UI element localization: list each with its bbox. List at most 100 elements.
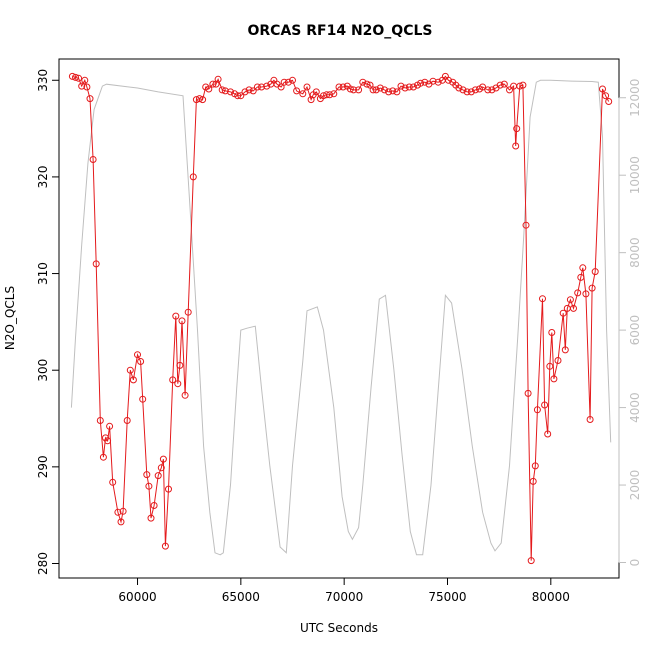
- n2o-point: [253, 83, 261, 91]
- n2o-point: [385, 88, 393, 96]
- n2o-point: [161, 542, 169, 550]
- n2o-point: [227, 88, 234, 96]
- n2o-point: [516, 82, 524, 90]
- n2o-point: [522, 221, 530, 229]
- n2o-point: [75, 74, 83, 82]
- n2o-point: [577, 273, 585, 281]
- n2o-point: [554, 357, 562, 364]
- x-tick-label: 70000: [325, 590, 363, 604]
- n2o-point: [205, 85, 213, 93]
- x-tick-label: 75000: [428, 590, 466, 604]
- n2o-point: [312, 88, 320, 96]
- n2o-point: [123, 417, 131, 424]
- n2o-point: [209, 80, 217, 88]
- n2o-point: [119, 507, 127, 515]
- n2o-point: [421, 78, 429, 86]
- n2o-point: [237, 92, 245, 100]
- n2o-point: [143, 471, 151, 479]
- n2o-point: [376, 84, 384, 92]
- n2o-point: [541, 401, 549, 409]
- y2-tick-label: 4000: [628, 392, 642, 423]
- n2o-point: [574, 289, 582, 297]
- series-altitude: [70, 79, 612, 556]
- n2o-point: [280, 78, 288, 86]
- n2o-line: [72, 75, 610, 561]
- y-tick-label: 310: [36, 262, 50, 285]
- n2o-point: [397, 82, 405, 90]
- series-n2o: [68, 72, 613, 565]
- n2o-point: [550, 375, 558, 383]
- n2o-point: [234, 92, 242, 100]
- n2o-point: [531, 462, 539, 470]
- y-tick-label: 300: [36, 359, 50, 382]
- y-tick-label: 290: [36, 455, 50, 478]
- n2o-point: [366, 81, 374, 89]
- n2o-point: [339, 83, 347, 91]
- n2o-point: [129, 376, 137, 384]
- n2o-point: [539, 295, 546, 303]
- n2o-point: [109, 478, 117, 486]
- n2o-point: [570, 304, 577, 312]
- n2o-point: [214, 75, 222, 83]
- n2o-point: [326, 91, 334, 99]
- n2o-point: [89, 156, 97, 163]
- x-axis: 60000 65000 70000 75000 80000: [118, 577, 570, 604]
- n2o-point: [524, 389, 532, 397]
- n2o-point: [496, 81, 504, 89]
- y2-tick-label: 12000: [628, 79, 642, 117]
- n2o-point: [134, 351, 141, 359]
- n2o-point: [467, 88, 475, 96]
- n2o-point: [335, 83, 343, 91]
- n2o-point: [196, 95, 203, 103]
- n2o-point: [350, 86, 357, 94]
- n2o-point: [323, 91, 331, 99]
- n2o-point: [355, 86, 363, 94]
- y-tick-label: 280: [36, 552, 50, 575]
- x-tick-label: 60000: [118, 590, 156, 604]
- n2o-point: [277, 83, 285, 91]
- n2o-point: [189, 173, 197, 181]
- n2o-point: [546, 362, 554, 370]
- n2o-point: [369, 86, 377, 94]
- n2o-point: [199, 96, 207, 104]
- n2o-point: [72, 73, 79, 81]
- n2o-point: [417, 79, 425, 87]
- plot-frame: [58, 58, 620, 579]
- n2o-point: [289, 76, 296, 84]
- n2o-point: [330, 90, 338, 98]
- n2o-point: [566, 296, 574, 304]
- n2o-point: [241, 88, 249, 96]
- y-axis-right: 0 2000 4000 6000 8000 10000 12000: [618, 79, 642, 567]
- n2o-point: [401, 84, 409, 92]
- y2-tick-label: 0: [628, 559, 642, 567]
- n2o-point: [154, 472, 162, 480]
- n2o-point: [381, 86, 388, 94]
- n2o-point: [303, 83, 311, 91]
- n2o-point: [104, 437, 112, 445]
- n2o-point: [284, 78, 292, 86]
- n2o-point: [586, 416, 594, 423]
- chart-title: ORCAS RF14 N2O_QCLS: [248, 23, 433, 39]
- n2o-point: [579, 264, 587, 272]
- x-axis-label: UTC Seconds: [300, 621, 378, 635]
- n2o-point: [484, 86, 492, 94]
- n2o-point: [463, 88, 471, 96]
- y2-tick-label: 2000: [628, 470, 642, 501]
- n2o-point: [184, 308, 192, 316]
- n2o-point: [346, 85, 354, 93]
- n2o-point: [181, 391, 189, 399]
- n2o-point: [145, 482, 153, 490]
- n2o-point: [114, 508, 122, 516]
- n2o-point: [165, 485, 172, 493]
- n2o-point: [258, 83, 265, 91]
- n2o-point: [139, 395, 147, 403]
- n2o-point: [533, 406, 541, 414]
- n2o-point: [591, 268, 599, 276]
- n2o-point: [588, 284, 596, 292]
- n2o-point: [393, 88, 401, 96]
- n2o-point: [500, 80, 508, 88]
- y2-tick-label: 6000: [628, 315, 642, 346]
- n2o-point: [559, 309, 567, 317]
- n2o-point: [359, 78, 367, 86]
- n2o-point: [150, 502, 158, 509]
